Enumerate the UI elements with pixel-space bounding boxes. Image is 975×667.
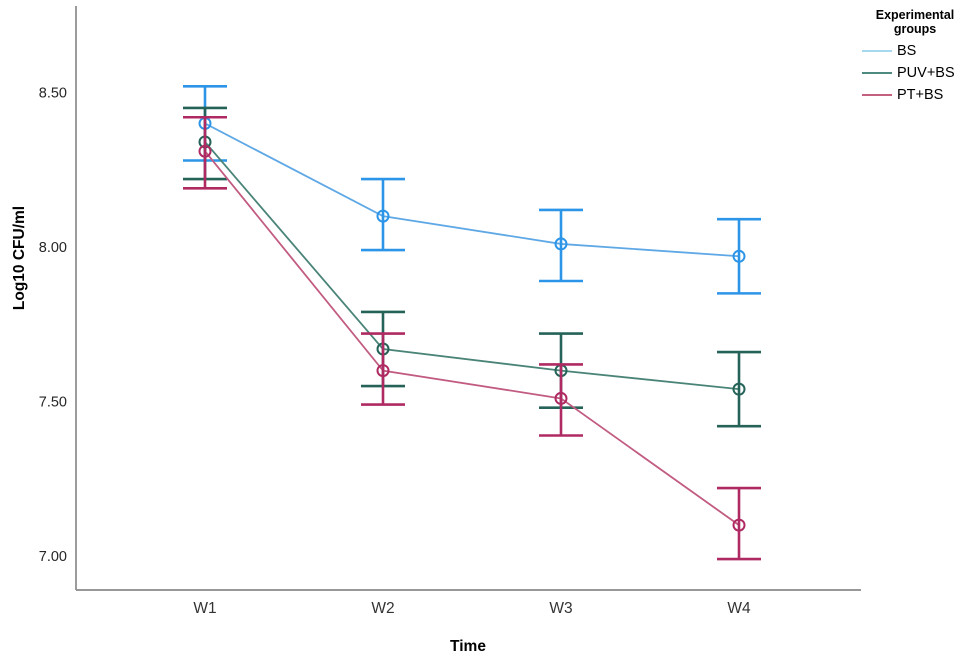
x-tick-label: W2 bbox=[371, 600, 394, 617]
legend: Experimental groups BS PUV+BS PT+BS bbox=[856, 8, 974, 111]
x-tick-label: W4 bbox=[727, 600, 751, 617]
y-tick-label: 8.00 bbox=[39, 240, 67, 256]
legend-item-bs: BS bbox=[862, 43, 974, 60]
x-axis-title: Time bbox=[450, 638, 486, 655]
legend-title: Experimental groups bbox=[875, 8, 955, 37]
legend-label: PUV+BS bbox=[897, 65, 955, 82]
data-point-marker bbox=[732, 382, 746, 396]
error-bar bbox=[717, 486, 761, 561]
data-point-marker bbox=[376, 209, 390, 223]
y-tick-label: 8.50 bbox=[39, 86, 67, 102]
legend-label: BS bbox=[897, 43, 917, 60]
x-tick-label: W1 bbox=[193, 600, 216, 617]
series-pt-bs bbox=[183, 115, 761, 561]
legend-line-swatch-bs bbox=[862, 50, 892, 53]
error-bar bbox=[717, 217, 761, 295]
y-tick-label: 7.00 bbox=[39, 549, 67, 565]
data-point-marker bbox=[732, 518, 746, 532]
error-bar bbox=[361, 332, 405, 406]
series-puv-bs bbox=[183, 106, 761, 428]
legend-line-swatch-pt-bs bbox=[862, 94, 892, 97]
x-tick-label: W3 bbox=[549, 600, 572, 617]
data-point-marker bbox=[732, 249, 746, 263]
series-line bbox=[204, 122, 740, 258]
series-bs bbox=[183, 85, 761, 295]
legend-item-puv-bs: PUV+BS bbox=[862, 65, 974, 82]
data-point-marker bbox=[554, 391, 568, 405]
data-point-marker bbox=[376, 364, 390, 378]
legend-line-swatch-puv-bs bbox=[862, 72, 892, 75]
error-bar bbox=[183, 115, 227, 190]
data-point-marker bbox=[554, 237, 568, 251]
y-axis-title: Log10 CFU/ml bbox=[11, 205, 28, 311]
series-line bbox=[204, 141, 740, 391]
legend-item-pt-bs: PT+BS bbox=[862, 87, 974, 104]
error-bar bbox=[717, 350, 761, 428]
y-tick-label: 7.50 bbox=[39, 395, 67, 411]
legend-label: PT+BS bbox=[897, 87, 944, 104]
error-bar bbox=[361, 177, 405, 252]
data-point-marker bbox=[198, 144, 212, 158]
error-bar bbox=[539, 363, 583, 437]
series-line bbox=[204, 150, 740, 526]
error-bar bbox=[539, 208, 583, 283]
